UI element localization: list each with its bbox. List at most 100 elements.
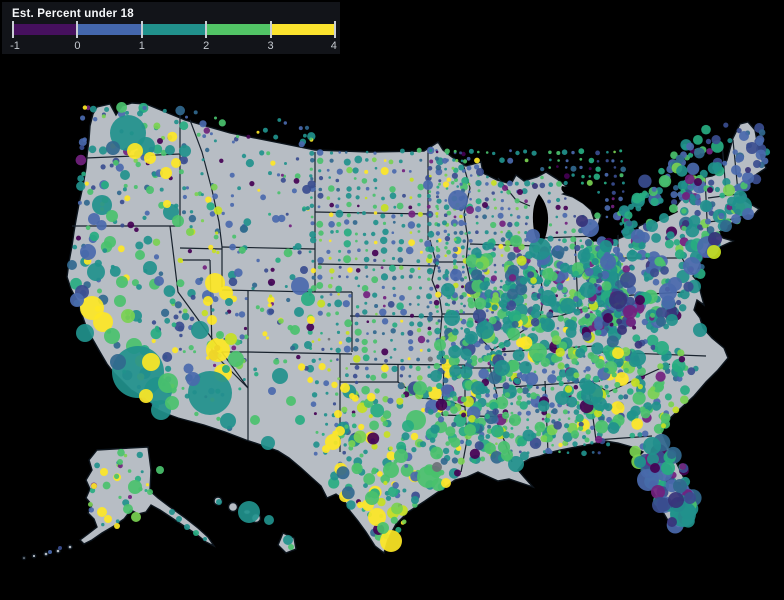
county-bubble[interactable] (311, 358, 316, 363)
county-bubble[interactable] (381, 285, 385, 289)
county-bubble[interactable] (297, 250, 302, 255)
county-bubble[interactable] (669, 204, 678, 213)
county-bubble[interactable] (501, 449, 513, 461)
county-bubble[interactable] (331, 381, 338, 388)
county-bubble[interactable] (644, 276, 650, 282)
county-bubble[interactable] (100, 164, 106, 170)
county-bubble[interactable] (707, 187, 713, 193)
county-bubble[interactable] (409, 321, 415, 327)
county-bubble[interactable] (548, 182, 554, 187)
county-bubble[interactable] (530, 392, 538, 400)
county-bubble[interactable] (119, 199, 125, 205)
county-bubble[interactable] (398, 239, 405, 245)
county-bubble[interactable] (346, 500, 356, 510)
county-bubble[interactable] (540, 357, 550, 367)
county-bubble[interactable] (161, 308, 170, 317)
county-bubble[interactable] (98, 146, 108, 155)
county-bubble[interactable] (401, 519, 407, 525)
county-bubble[interactable] (329, 151, 334, 155)
county-bubble[interactable] (382, 228, 389, 235)
county-bubble[interactable] (510, 235, 522, 247)
county-bubble[interactable] (523, 149, 528, 154)
county-bubble[interactable] (758, 129, 766, 136)
county-bubble[interactable] (395, 526, 402, 533)
county-bubble[interactable] (435, 164, 442, 171)
county-bubble[interactable] (468, 415, 476, 423)
county-bubble[interactable] (625, 296, 635, 307)
county-bubble[interactable] (612, 347, 624, 359)
county-bubble[interactable] (88, 507, 95, 513)
county-bubble[interactable] (593, 173, 600, 180)
county-bubble[interactable] (438, 350, 446, 357)
county-bubble[interactable] (291, 188, 297, 194)
county-bubble[interactable] (707, 245, 721, 259)
county-bubble[interactable] (610, 401, 625, 415)
county-bubble[interactable] (213, 139, 217, 143)
county-bubble[interactable] (461, 265, 465, 269)
county-bubble[interactable] (311, 340, 315, 343)
county-bubble[interactable] (597, 451, 601, 455)
county-bubble[interactable] (502, 382, 510, 390)
county-bubble[interactable] (557, 315, 564, 322)
county-bubble[interactable] (229, 172, 235, 178)
county-bubble[interactable] (640, 408, 651, 419)
county-bubble[interactable] (209, 132, 213, 136)
county-bubble[interactable] (529, 238, 551, 260)
county-bubble[interactable] (506, 190, 511, 195)
county-bubble[interactable] (352, 346, 359, 352)
county-bubble[interactable] (346, 186, 352, 192)
county-bubble[interactable] (469, 448, 480, 459)
county-bubble[interactable] (493, 231, 497, 235)
county-bubble[interactable] (544, 417, 550, 423)
county-bubble[interactable] (329, 202, 335, 208)
county-bubble[interactable] (120, 170, 130, 180)
county-bubble[interactable] (83, 199, 90, 206)
county-bubble[interactable] (329, 268, 335, 274)
county-bubble[interactable] (371, 157, 377, 163)
county-bubble[interactable] (219, 286, 233, 300)
county-bubble[interactable] (459, 309, 464, 314)
county-bubble[interactable] (280, 173, 284, 177)
county-bubble[interactable] (475, 221, 479, 225)
county-bubble[interactable] (243, 326, 248, 331)
county-bubble[interactable] (430, 230, 433, 234)
county-bubble[interactable] (283, 248, 293, 258)
county-bubble[interactable] (402, 488, 407, 493)
county-bubble[interactable] (507, 251, 516, 261)
county-bubble[interactable] (436, 185, 440, 189)
county-bubble[interactable] (381, 364, 389, 373)
county-bubble[interactable] (590, 354, 600, 364)
county-bubble[interactable] (140, 470, 144, 474)
county-bubble[interactable] (172, 347, 179, 354)
county-bubble[interactable] (114, 295, 126, 307)
county-bubble[interactable] (97, 507, 107, 517)
county-bubble[interactable] (444, 270, 450, 275)
county-bubble[interactable] (116, 276, 128, 288)
county-bubble[interactable] (262, 127, 268, 133)
county-bubble[interactable] (356, 186, 361, 191)
county-bubble[interactable] (110, 354, 126, 370)
county-bubble[interactable] (328, 239, 332, 243)
county-bubble[interactable] (310, 196, 313, 199)
county-bubble[interactable] (444, 173, 448, 177)
county-bubble[interactable] (604, 384, 609, 389)
county-bubble[interactable] (500, 237, 506, 242)
county-bubble[interactable] (616, 318, 623, 325)
county-bubble[interactable] (517, 411, 522, 416)
county-bubble[interactable] (555, 215, 559, 219)
county-bubble[interactable] (487, 242, 495, 250)
county-bubble[interactable] (668, 277, 682, 291)
county-bubble[interactable] (490, 221, 497, 229)
county-bubble[interactable] (361, 385, 370, 395)
county-bubble[interactable] (575, 414, 584, 423)
county-bubble[interactable] (629, 249, 636, 256)
county-bubble[interactable] (85, 225, 91, 231)
county-bubble[interactable] (377, 471, 383, 477)
county-bubble[interactable] (451, 375, 458, 381)
county-bubble[interactable] (296, 354, 301, 360)
county-bubble[interactable] (526, 392, 532, 398)
county-bubble[interactable] (326, 196, 331, 200)
county-bubble[interactable] (672, 406, 680, 414)
county-bubble[interactable] (508, 274, 517, 282)
county-bubble[interactable] (268, 171, 272, 176)
